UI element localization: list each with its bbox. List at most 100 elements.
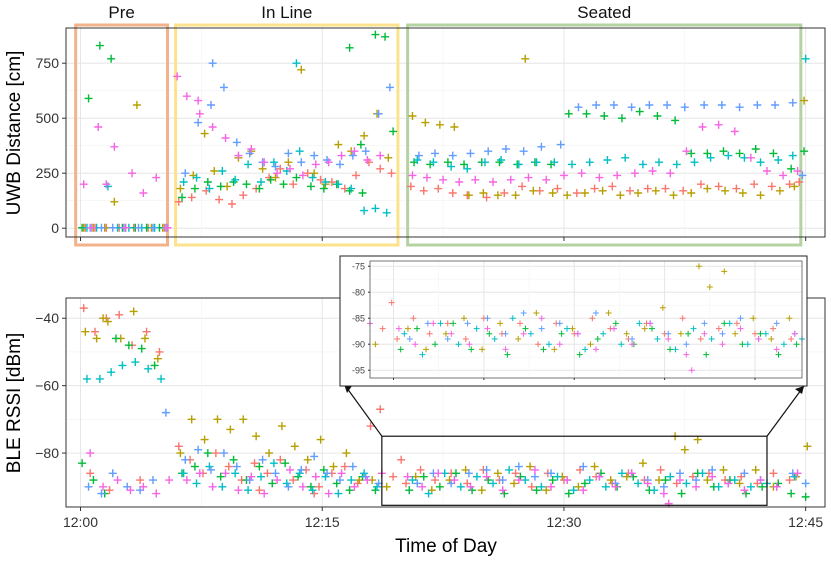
ble-x-tick-label: 12:00: [63, 514, 98, 530]
inset-point: [732, 330, 739, 337]
inset-point: [522, 325, 529, 332]
uwb-point: [568, 160, 576, 169]
ble-point: [416, 465, 425, 474]
ble-point: [329, 462, 338, 471]
ble-point: [617, 469, 626, 478]
ble-point: [321, 472, 330, 481]
uwb-point: [363, 156, 372, 164]
ble-point: [181, 455, 190, 464]
ble-point: [677, 489, 686, 498]
inset-point: [388, 299, 395, 306]
uwb-point: [775, 186, 784, 195]
ble-point: [99, 314, 108, 323]
uwb-axis: 0 250 500 750: [36, 55, 807, 241]
inset-point: [473, 325, 480, 332]
uwb-point: [553, 184, 562, 193]
uwb-point: [110, 197, 119, 206]
uwb-point: [84, 94, 93, 103]
uwb-point: [590, 184, 599, 193]
ble-point: [484, 476, 493, 485]
ble-point: [334, 489, 343, 498]
ble-point: [664, 499, 673, 508]
phase-label: In Line: [261, 3, 312, 22]
inset-point: [450, 320, 457, 327]
ble-point: [245, 476, 254, 485]
ble-point: [144, 364, 153, 373]
uwb-point: [455, 178, 464, 186]
uwb-point: [260, 158, 269, 167]
inset-point: [455, 341, 462, 348]
ble-point: [294, 472, 303, 481]
uwb-point: [381, 32, 390, 41]
ble-point: [514, 462, 523, 471]
ble-point: [303, 455, 312, 464]
ble-point: [200, 435, 209, 444]
inset-point: [697, 336, 704, 342]
uwb-point: [271, 173, 280, 182]
ble-point: [656, 465, 665, 474]
ble-point: [595, 472, 604, 481]
ble-point: [316, 435, 325, 444]
ble-point: [89, 476, 98, 485]
inset-point: [592, 310, 599, 316]
uwb-grid: [66, 28, 825, 237]
inset-point: [737, 325, 744, 332]
inset-point: [648, 325, 655, 332]
uwb-point: [371, 204, 380, 213]
uwb-point: [102, 180, 111, 189]
inset-point: [695, 263, 702, 270]
ble-point: [250, 459, 259, 468]
inset-point: [564, 325, 571, 332]
uwb-point: [181, 169, 190, 178]
ble-point: [361, 472, 370, 481]
ble-point: [466, 482, 475, 491]
inset-point: [773, 320, 780, 327]
uwb-point: [663, 101, 672, 109]
uwb-point: [532, 158, 541, 167]
inset-point: [448, 330, 455, 337]
uwb-point: [460, 160, 469, 169]
ble-point: [547, 469, 556, 478]
uwb-point: [556, 140, 565, 149]
uwb-point: [285, 164, 294, 173]
uwb-point: [279, 180, 288, 189]
inset-point: [654, 336, 661, 342]
ble-point: [680, 445, 689, 454]
uwb-point: [638, 160, 647, 169]
ble-point: [801, 492, 810, 501]
ble-x-tick-label: 12:30: [546, 514, 581, 530]
uwb-point: [239, 191, 248, 200]
uwb-point: [484, 147, 493, 156]
ble-point: [419, 472, 428, 481]
ble-point: [345, 486, 354, 495]
uwb-point: [203, 178, 212, 186]
uwb-point: [787, 164, 796, 173]
inset-point: [430, 320, 437, 327]
uwb-plot-background: [66, 28, 825, 237]
inset-point: [517, 320, 524, 327]
inset-point: [685, 330, 692, 337]
inset-point: [556, 341, 563, 348]
inset-point: [690, 325, 697, 332]
uwb-point: [756, 158, 765, 167]
uwb-point: [108, 223, 117, 232]
ble-point: [793, 469, 802, 478]
uwb-point: [592, 101, 601, 109]
ble-point: [530, 465, 539, 474]
uwb-phase-boxes: Pre In Line Seated: [74, 3, 803, 247]
inset-y-tick-label: -75: [352, 261, 365, 271]
ble-point: [231, 469, 240, 478]
ble-point: [537, 482, 546, 491]
inset-point: [791, 330, 798, 337]
ble-point: [397, 455, 406, 464]
ble-point: [468, 486, 477, 495]
ble-point: [787, 489, 796, 498]
uwb-point: [247, 145, 256, 153]
ble-point: [627, 469, 636, 478]
uwb-point: [194, 118, 203, 127]
ble-point: [136, 476, 145, 485]
uwb-point: [190, 184, 199, 193]
uwb-point: [210, 167, 219, 175]
uwb-point: [334, 180, 343, 189]
uwb-point: [542, 175, 551, 184]
